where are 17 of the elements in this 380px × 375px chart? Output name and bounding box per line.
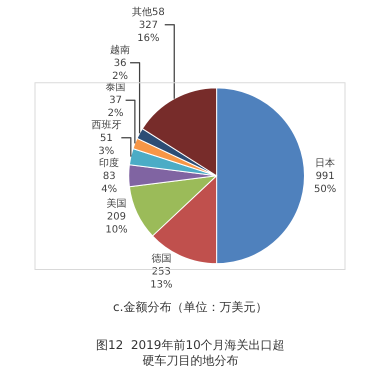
slice-label: 德国	[151, 254, 172, 265]
data-label: 83 4%	[101, 170, 118, 195]
slice-label: 其他58	[132, 6, 165, 18]
slice-label: 西班牙	[91, 118, 122, 131]
text: 图12 2019年前10个月海关出口超硬车刀目的地分布	[96, 338, 285, 368]
slice-label: 越南	[110, 44, 130, 56]
slice-label: 日本	[315, 156, 336, 169]
data-label: 51 3%	[98, 132, 114, 157]
slice-label: 美国	[106, 198, 126, 210]
data-label: 991 50%	[314, 170, 336, 195]
slice-label: 印度	[99, 156, 120, 169]
data-label: 209 10%	[105, 212, 128, 236]
text: c.金额分布（单位：万美元）	[113, 300, 268, 314]
slice-label: 泰国	[106, 82, 126, 93]
data-label: 327 16%	[137, 20, 160, 44]
data-label: 36 2%	[112, 58, 128, 82]
data-label: 37 2%	[108, 94, 124, 119]
